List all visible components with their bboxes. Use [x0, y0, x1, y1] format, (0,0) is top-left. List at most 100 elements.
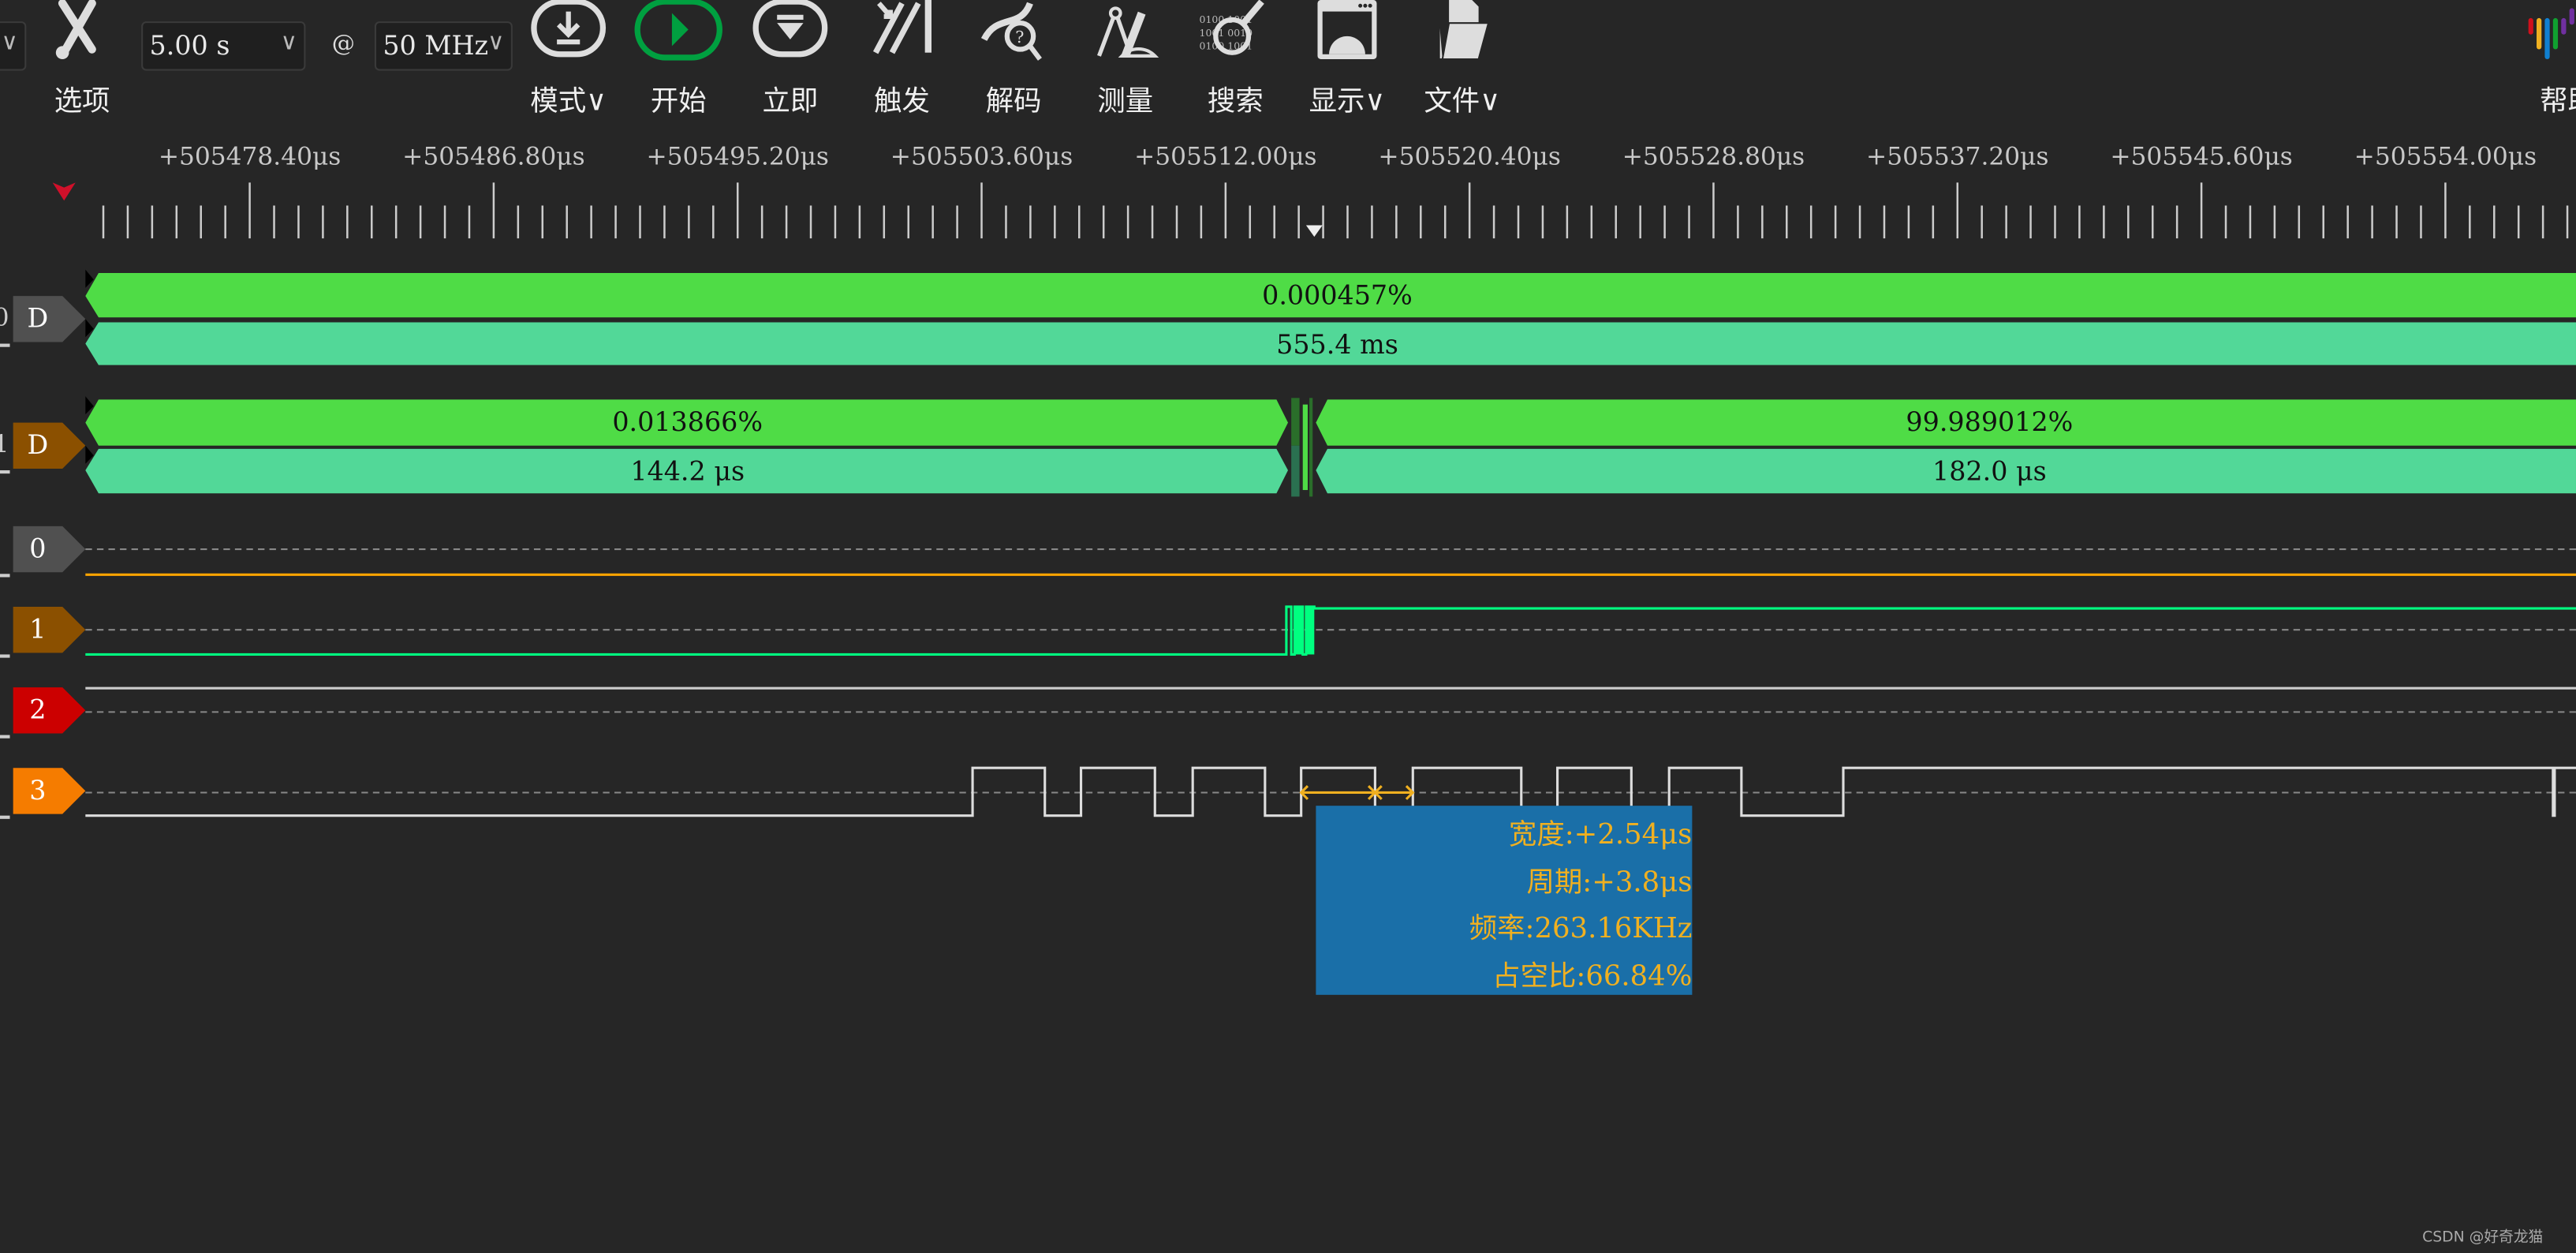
decoder-1-duty-bar-left: [85, 399, 1288, 446]
baselines: [85, 548, 2576, 794]
frequency-value: 频率:263.16KHz: [1469, 912, 1693, 946]
display-label: 显示∨: [1309, 85, 1386, 119]
decoder-1-period-bar-right: [1316, 448, 2576, 494]
side-mark: [0, 815, 10, 818]
ruler-tick-label: +505486.80μs: [402, 141, 585, 171]
decoder-1-tag-label: D: [27, 428, 49, 461]
options-label: 选项: [54, 85, 110, 119]
decoder-0-tag[interactable]: D: [13, 296, 86, 342]
ruler-tick-label: +505503.60μs: [890, 141, 1073, 171]
decode-button[interactable]: ? 解码: [956, 0, 1071, 118]
channel-2-tag-label: 2: [29, 694, 47, 726]
decoder-1-duty-bar-right: [1316, 399, 2576, 446]
decoder-1-index: 1: [0, 429, 9, 459]
measurement-tooltip: 宽度:+2.54μs 周期:+3.8μs 频率:263.16KHz 占空比:66…: [1316, 806, 1693, 995]
cursor-marker-icon[interactable]: [1305, 225, 1323, 239]
channel-3-tag[interactable]: 3: [13, 768, 86, 814]
trigger-button[interactable]: 触发: [845, 0, 960, 118]
channel-0-tag[interactable]: 0: [13, 526, 86, 572]
side-mark: [0, 343, 10, 346]
ruler-tick-label: +505520.40μs: [1378, 141, 1561, 171]
decoder-1-period-right-text: 182.0 μs: [1932, 455, 2047, 487]
decoder-1-period-bar-left: [85, 448, 1288, 494]
start-button[interactable]: 开始: [621, 0, 736, 118]
sample-rate-value: 50 MHz: [383, 29, 489, 62]
period-value: 周期:+3.8μs: [1526, 866, 1693, 899]
channel-0-tag-label: 0: [29, 533, 47, 564]
search-label: 搜索: [1207, 85, 1264, 119]
ruler-tick-label: +505512.00μs: [1134, 141, 1317, 171]
side-mark: [0, 654, 10, 657]
dna-magnifier-icon: ?: [980, 2, 1042, 61]
decoder-1-period-left-text: 144.2 μs: [630, 455, 745, 487]
decoder-1-glitch: [1291, 398, 1300, 446]
svg-text:?: ?: [1015, 28, 1024, 47]
decoder-0-bars: [85, 269, 2576, 365]
trigger-marker-icon[interactable]: [52, 182, 76, 202]
file-button[interactable]: 文件∨: [1405, 0, 1520, 118]
download-circle-icon: [531, 0, 607, 58]
decoder-0-index: 0: [0, 302, 9, 332]
side-mark: [0, 470, 10, 473]
decoder-1-tag[interactable]: D: [13, 423, 86, 469]
duration-value: 5.00 s: [149, 29, 230, 62]
instant-button[interactable]: 立即: [733, 0, 848, 118]
channel-3-tag-label: 3: [29, 774, 47, 806]
logo-bars-icon: [2528, 8, 2574, 60]
duration-select[interactable]: 5.00 s ∨: [141, 21, 306, 71]
channel-1-wave: [85, 605, 2576, 656]
chevron-down-icon: ∨: [1, 29, 18, 56]
folder-document-icon: [1438, 0, 1490, 61]
ruler-tick-label: +505528.80μs: [1622, 141, 1805, 171]
decoder-1-duty-left-text: 0.013866%: [612, 406, 763, 438]
instant-label: 立即: [762, 85, 819, 119]
decoder-0-tag-label: D: [27, 302, 49, 335]
sample-rate-select[interactable]: 50 MHz ∨: [374, 21, 513, 71]
measure-button[interactable]: 测量: [1068, 0, 1183, 118]
ruler-tick-label: +505545.60μs: [2110, 141, 2293, 171]
instant-capture-icon: [752, 0, 828, 58]
pulse-width-value: 宽度:+2.54μs: [1508, 818, 1693, 852]
decoder-1-glitch: [1302, 404, 1308, 491]
trigger-icon: [872, 0, 932, 54]
decoder-1-glitch: [1309, 398, 1313, 497]
play-circle-icon: [634, 0, 722, 61]
channel-1-tag[interactable]: 1: [13, 607, 86, 653]
trigger-label: 触发: [874, 85, 930, 119]
chevron-down-icon: ∨: [280, 29, 298, 56]
duty-cycle-value: 占空比:66.84%: [1492, 959, 1693, 993]
compass-ruler-icon: [1097, 6, 1159, 58]
chevron-down-icon: ∨: [487, 29, 505, 56]
search-button[interactable]: 0100 1001 1001 0010 0100 1001 搜索: [1178, 0, 1293, 118]
decode-label: 解码: [985, 85, 1042, 119]
options-button[interactable]: 选项: [24, 0, 140, 118]
decoder-1-duty-right-text: 99.989012%: [1906, 406, 2074, 438]
mode-button[interactable]: 模式∨: [511, 0, 626, 118]
watermark: CSDN @好奇龙猫: [2422, 1229, 2544, 1247]
channel-1-tag-label: 1: [29, 613, 47, 645]
start-label: 开始: [650, 85, 707, 119]
measurement-arrow: [1299, 785, 1415, 800]
help-button[interactable]: 帮助: [2511, 0, 2576, 118]
device-select[interactable]: ∨: [0, 21, 27, 71]
help-label: 帮助: [2540, 85, 2576, 119]
decoder-0-duty-bar: [85, 272, 2576, 318]
side-mark: [0, 735, 10, 738]
decoder-1-bars: [85, 396, 2576, 497]
channel-2-tag[interactable]: 2: [13, 687, 86, 733]
decoder-0-duty-text: 0.000457%: [1262, 279, 1413, 311]
display-button[interactable]: 显示∨: [1290, 0, 1405, 118]
ruler-ticks: [102, 182, 2569, 239]
decoder-0-period-bar: [85, 322, 2576, 365]
file-label: 文件∨: [1424, 85, 1501, 119]
measure-label: 测量: [1097, 85, 1154, 119]
decoder-0-period-text: 555.4 ms: [1276, 328, 1398, 361]
mode-label: 模式∨: [530, 85, 607, 119]
decoder-1-glitch: [1291, 445, 1300, 497]
side-mark: [0, 574, 10, 577]
ruler-tick-label: +505537.20μs: [1866, 141, 2049, 171]
wrench-screwdriver-icon: [55, 0, 96, 60]
